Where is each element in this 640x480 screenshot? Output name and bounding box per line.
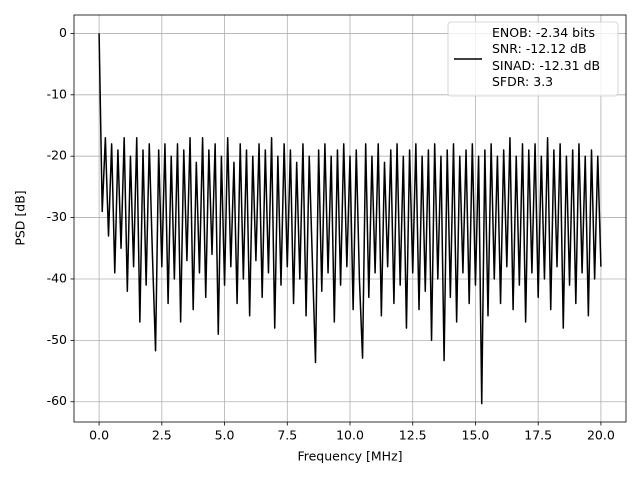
- x-axis-label: Frequency [MHz]: [297, 449, 402, 464]
- y-tick-label: 0: [59, 25, 67, 40]
- x-tick-label: 2.5: [152, 428, 172, 443]
- x-tick-label: 15.0: [462, 428, 490, 443]
- y-tick-label: -10: [47, 86, 67, 101]
- y-tick-label: -20: [47, 148, 67, 163]
- data-layer: [98, 33, 602, 405]
- x-tick-label: 5.0: [215, 428, 235, 443]
- x-tick-label: 10.0: [336, 428, 364, 443]
- y-tick-label: -30: [47, 209, 67, 224]
- x-tick-label: 12.5: [399, 428, 427, 443]
- x-tick-label: 20.0: [587, 428, 615, 443]
- x-tick-label: 7.5: [277, 428, 297, 443]
- y-tick-label: -50: [47, 332, 67, 347]
- legend: [447, 21, 619, 97]
- psd-line: [98, 33, 602, 405]
- x-tick-label: 17.5: [524, 428, 552, 443]
- legend-box: [447, 21, 619, 97]
- legend-label: ENOB: -2.34 bits SNR: -12.12 dB SINAD: -…: [492, 25, 601, 89]
- y-axis-label: PSD [dB]: [13, 190, 28, 245]
- y-tick-label: -40: [47, 270, 67, 285]
- x-tick-label: 0.0: [89, 428, 109, 443]
- y-tick-label: -60: [47, 393, 67, 408]
